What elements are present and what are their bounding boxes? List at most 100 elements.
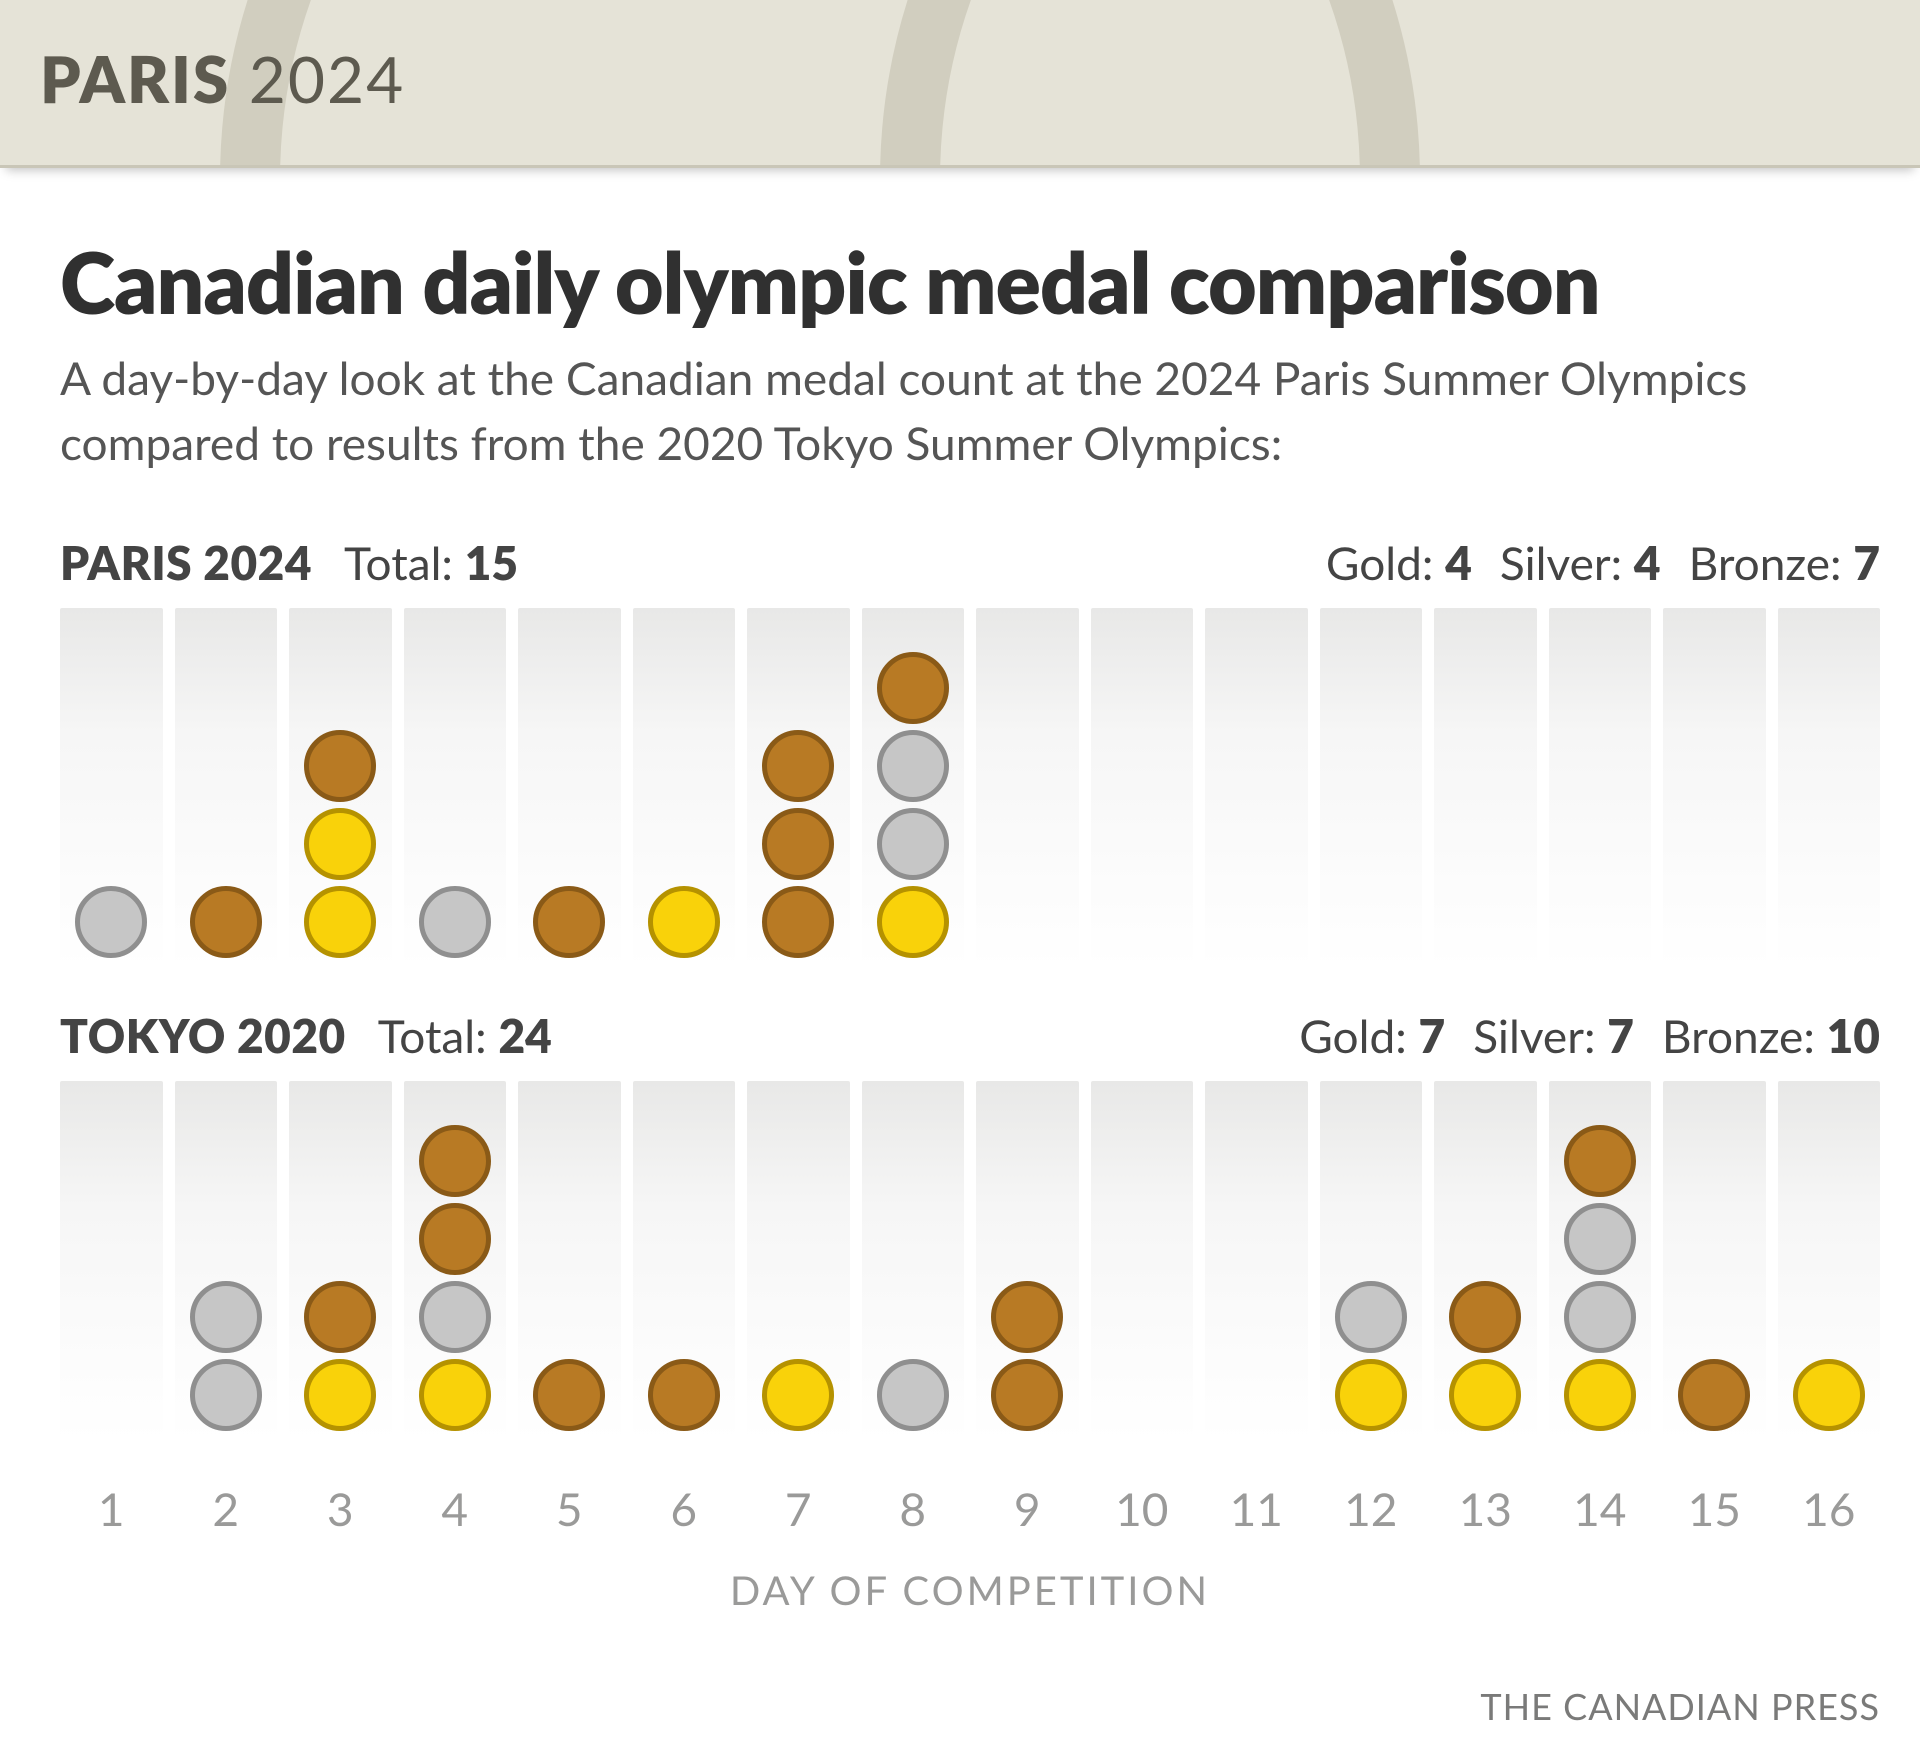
day-column: [1091, 1081, 1194, 1441]
gold-medal-icon: [419, 1359, 491, 1431]
chart-section: PARIS 2024 Total: 15 Gold: 4Silver: 4Bronz…: [60, 535, 1880, 968]
silver-medal-icon: [877, 1359, 949, 1431]
bronze-medal-icon: [190, 886, 262, 958]
axis-tick: 16: [1778, 1481, 1881, 1536]
bronze-medal-icon: [419, 1203, 491, 1275]
day-column: [1778, 608, 1881, 968]
bronze-medal-icon: [533, 1359, 605, 1431]
silver-medal-icon: [75, 886, 147, 958]
section-header: TOKYO 2020 Total: 24 Gold: 7Silver: 7Bronz…: [60, 1008, 1880, 1063]
day-column: [60, 608, 163, 968]
axis-tick: 10: [1091, 1481, 1194, 1536]
gold-medal-icon: [648, 886, 720, 958]
axis-tick: 13: [1434, 1481, 1537, 1536]
axis-tick: 8: [862, 1481, 965, 1536]
day-column: [976, 608, 1079, 968]
axis-tick: 12: [1320, 1481, 1423, 1536]
page-subhead: A day-by-day look at the Canadian medal …: [60, 346, 1850, 475]
day-column: [862, 608, 965, 968]
axis-tick: 6: [633, 1481, 736, 1536]
axis-tick: 1: [60, 1481, 163, 1536]
day-column: [1549, 1081, 1652, 1441]
axis-tick: 5: [518, 1481, 621, 1536]
silver-medal-icon: [877, 808, 949, 880]
gold-medal-icon: [1793, 1359, 1865, 1431]
gold-medal-icon: [304, 808, 376, 880]
bronze-medal-icon: [991, 1281, 1063, 1353]
silver-medal-icon: [877, 730, 949, 802]
day-column: [404, 608, 507, 968]
day-column: [633, 1081, 736, 1441]
day-column: [1778, 1081, 1881, 1441]
day-column: [1434, 1081, 1537, 1441]
day-column: [1205, 608, 1308, 968]
header-band: PARIS 2024: [0, 0, 1920, 168]
axis-tick: 3: [289, 1481, 392, 1536]
day-column: [518, 608, 621, 968]
day-column: [175, 608, 278, 968]
gold-medal-icon: [877, 886, 949, 958]
silver-medal-icon: [1564, 1281, 1636, 1353]
section-total: Total: 15: [344, 535, 518, 590]
silver-medal-icon: [1335, 1281, 1407, 1353]
section-header: PARIS 2024 Total: 15 Gold: 4Silver: 4Bronz…: [60, 535, 1880, 590]
bronze-medal-icon: [762, 808, 834, 880]
gold-medal-icon: [1335, 1359, 1407, 1431]
gold-medal-icon: [304, 1359, 376, 1431]
day-column: [289, 1081, 392, 1441]
bronze-medal-icon: [877, 652, 949, 724]
header-band-light: 2024: [249, 40, 405, 117]
day-grid: [60, 1081, 1880, 1441]
section-name: PARIS 2024: [60, 535, 312, 590]
bronze-medal-icon: [304, 1281, 376, 1353]
day-column: [747, 1081, 850, 1441]
day-column: [976, 1081, 1079, 1441]
bronze-medal-icon: [533, 886, 605, 958]
day-column: [633, 608, 736, 968]
axis-tick: 4: [404, 1481, 507, 1536]
bronze-medal-icon: [991, 1359, 1063, 1431]
chart-section: TOKYO 2020 Total: 24 Gold: 7Silver: 7Bronz…: [60, 1008, 1880, 1441]
section-breakdown: Gold: 7Silver: 7Bronze: 10: [1299, 1008, 1880, 1063]
header-band-bold: PARIS: [40, 40, 230, 117]
x-axis-label: DAY OF COMPETITION: [60, 1566, 1880, 1614]
gold-medal-icon: [762, 1359, 834, 1431]
axis-tick: 11: [1205, 1481, 1308, 1536]
gold-medal-icon: [304, 886, 376, 958]
bronze-medal-icon: [1449, 1281, 1521, 1353]
day-column: [518, 1081, 621, 1441]
day-column: [747, 608, 850, 968]
bronze-medal-icon: [419, 1125, 491, 1197]
day-grid: [60, 608, 1880, 968]
gold-medal-icon: [1449, 1359, 1521, 1431]
day-column: [1434, 608, 1537, 968]
section-total: Total: 24: [378, 1008, 552, 1063]
bronze-medal-icon: [648, 1359, 720, 1431]
day-column: [1320, 608, 1423, 968]
axis-tick: 9: [976, 1481, 1079, 1536]
silver-medal-icon: [419, 886, 491, 958]
header-band-label: PARIS 2024: [40, 40, 405, 117]
silver-medal-icon: [1564, 1203, 1636, 1275]
day-column: [1549, 608, 1652, 968]
x-axis-ticks: 12345678910111213141516: [60, 1481, 1880, 1536]
day-column: [1091, 608, 1194, 968]
silver-medal-icon: [419, 1281, 491, 1353]
day-column: [404, 1081, 507, 1441]
silver-medal-icon: [190, 1359, 262, 1431]
bronze-medal-icon: [762, 886, 834, 958]
source-credit: THE CANADIAN PRESS: [60, 1684, 1880, 1728]
day-column: [1205, 1081, 1308, 1441]
bronze-medal-icon: [1678, 1359, 1750, 1431]
day-column: [289, 608, 392, 968]
gold-medal-icon: [1564, 1359, 1636, 1431]
section-name: TOKYO 2020: [60, 1008, 346, 1063]
section-breakdown: Gold: 4Silver: 4Bronze: 7: [1326, 535, 1880, 590]
axis-tick: 15: [1663, 1481, 1766, 1536]
bronze-medal-icon: [1564, 1125, 1636, 1197]
axis-tick: 2: [175, 1481, 278, 1536]
silver-medal-icon: [190, 1281, 262, 1353]
axis-tick: 14: [1549, 1481, 1652, 1536]
page-title: Canadian daily olympic medal comparison: [60, 238, 1880, 326]
bronze-medal-icon: [304, 730, 376, 802]
